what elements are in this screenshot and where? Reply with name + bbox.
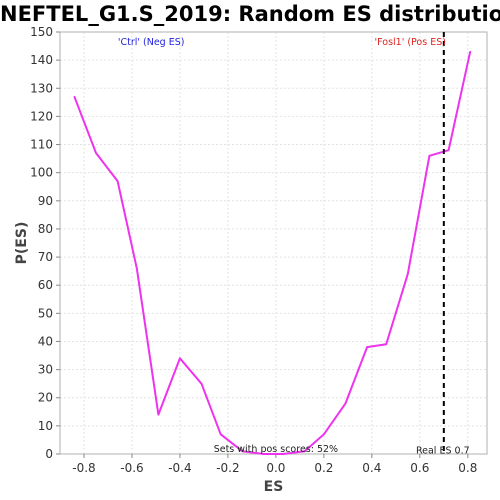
y-tick-label: 90 <box>38 194 53 208</box>
plot-area <box>59 31 488 455</box>
y-tick-label: 100 <box>30 166 53 180</box>
data-point <box>200 382 203 385</box>
data-point <box>241 450 244 452</box>
data-point <box>157 413 160 416</box>
x-tick-label: -0.2 <box>216 461 239 475</box>
x-tick-label: -0.4 <box>168 461 191 475</box>
neg-es-label: 'Ctrl' (Neg ES) <box>118 37 185 48</box>
y-tick-label: 10 <box>38 419 53 433</box>
y-tick-label: 40 <box>38 334 53 348</box>
x-tick-label: 0.8 <box>458 461 477 475</box>
data-point <box>469 50 472 53</box>
x-tick-label: 0.2 <box>314 461 333 475</box>
data-point <box>179 357 181 360</box>
y-tick-label: 30 <box>38 363 53 377</box>
y-tick-label: 130 <box>30 81 53 95</box>
y-tick-label: 120 <box>30 109 53 123</box>
data-point <box>95 152 97 154</box>
x-tick-label: -0.6 <box>120 461 143 475</box>
x-axis-title: ES <box>264 479 284 495</box>
data-point <box>428 154 431 157</box>
x-tick-label: -0.8 <box>72 461 95 475</box>
data-point <box>135 267 138 270</box>
pos-es-label: 'Fosl1' (Pos ES) <box>375 37 446 48</box>
data-point <box>282 453 284 455</box>
y-tick-label: 80 <box>38 222 53 236</box>
x-tick-label: 0.0 <box>266 461 285 475</box>
data-point <box>73 95 76 98</box>
data-point <box>303 450 306 452</box>
y-tick-label: 110 <box>30 138 53 152</box>
y-tick-label: 150 <box>30 25 53 39</box>
es-distribution-line <box>73 51 472 455</box>
data-point <box>447 149 450 151</box>
data-point <box>263 453 265 455</box>
data-point <box>407 273 409 275</box>
data-point <box>323 433 325 436</box>
data-point <box>385 343 388 346</box>
y-tick-label: 140 <box>30 53 53 67</box>
real-es-label: Real ES 0.7 <box>416 446 470 457</box>
y-tick-label: 70 <box>38 250 53 264</box>
y-tick-label: 0 <box>45 447 53 461</box>
pos-scores-note: Sets with pos scores: 52% <box>214 444 338 455</box>
chart-title: NEFTEL_G1.S_2019: Random ES distribution <box>0 2 500 26</box>
y-tick-label: 50 <box>38 306 53 320</box>
y-tick-label: 60 <box>38 278 53 292</box>
data-point <box>366 346 368 348</box>
x-tick-label: 0.6 <box>410 461 429 475</box>
data-point <box>219 433 222 436</box>
y-axis-title: P(ES) <box>14 222 30 265</box>
y-tick-label: 20 <box>38 391 53 405</box>
data-point <box>344 402 347 405</box>
x-tick-label: 0.4 <box>362 461 381 475</box>
data-point <box>116 180 119 182</box>
